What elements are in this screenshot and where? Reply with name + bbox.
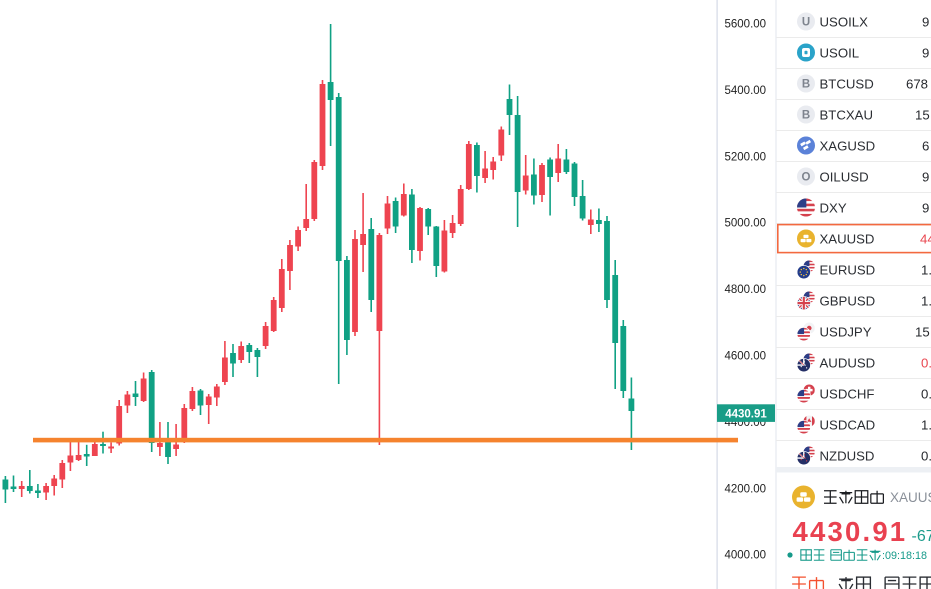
svg-text:0.: 0. — [921, 448, 931, 463]
svg-text:4430.91: 4430.91 — [793, 516, 908, 547]
svg-text:0.: 0. — [921, 355, 931, 370]
svg-text:4430.91: 4430.91 — [725, 408, 767, 420]
svg-text:15: 15 — [915, 107, 930, 122]
svg-text::09:18:18: :09:18:18 — [882, 550, 927, 562]
svg-text:9: 9 — [922, 200, 929, 215]
svg-text:-67: -67 — [912, 528, 931, 545]
svg-text:USDCAD: USDCAD — [820, 417, 876, 432]
svg-text:BTCXAU: BTCXAU — [820, 107, 874, 122]
svg-text:4000.00: 4000.00 — [725, 550, 767, 562]
svg-text:BTCUSD: BTCUSD — [820, 76, 874, 91]
svg-text:1.: 1. — [921, 262, 931, 277]
svg-text:6: 6 — [922, 138, 929, 153]
svg-text:DXY: DXY — [820, 200, 847, 215]
svg-text:U: U — [802, 17, 810, 29]
svg-text:EURUSD: EURUSD — [820, 262, 876, 277]
svg-text:9: 9 — [922, 45, 929, 60]
svg-text:4800.00: 4800.00 — [725, 284, 767, 296]
svg-text:44: 44 — [920, 231, 931, 246]
svg-text:0.: 0. — [921, 386, 931, 401]
svg-text:678: 678 — [906, 76, 928, 91]
svg-text:USOILX: USOILX — [820, 14, 869, 29]
svg-text:5400.00: 5400.00 — [725, 85, 767, 97]
svg-text:AUDUSD: AUDUSD — [820, 355, 876, 370]
svg-text:15: 15 — [915, 324, 930, 339]
svg-text:O: O — [802, 172, 811, 184]
svg-text:OILUSD: OILUSD — [820, 169, 869, 184]
svg-text:GBPUSD: GBPUSD — [820, 293, 876, 308]
svg-text:XAGUSD: XAGUSD — [820, 138, 876, 153]
svg-text:USDCHF: USDCHF — [820, 386, 875, 401]
svg-text:B: B — [802, 79, 810, 91]
svg-text:1.: 1. — [921, 293, 931, 308]
svg-text:4200.00: 4200.00 — [725, 483, 767, 495]
svg-text:1.: 1. — [921, 417, 931, 432]
svg-text:5200.00: 5200.00 — [725, 151, 767, 163]
svg-text:XAUUSD: XAUUSD — [820, 231, 875, 246]
svg-text:USOIL: USOIL — [820, 45, 860, 60]
svg-text:B: B — [802, 110, 810, 122]
svg-text:XAUUSD: XAUUSD — [890, 490, 931, 505]
svg-text:5000.00: 5000.00 — [725, 218, 767, 230]
svg-text:USDJPY: USDJPY — [820, 324, 872, 339]
svg-text:9: 9 — [922, 169, 929, 184]
svg-text:NZDUSD: NZDUSD — [820, 448, 875, 463]
svg-text:5600.00: 5600.00 — [725, 19, 767, 31]
svg-text:4600.00: 4600.00 — [725, 351, 767, 363]
svg-text:9: 9 — [922, 14, 929, 29]
